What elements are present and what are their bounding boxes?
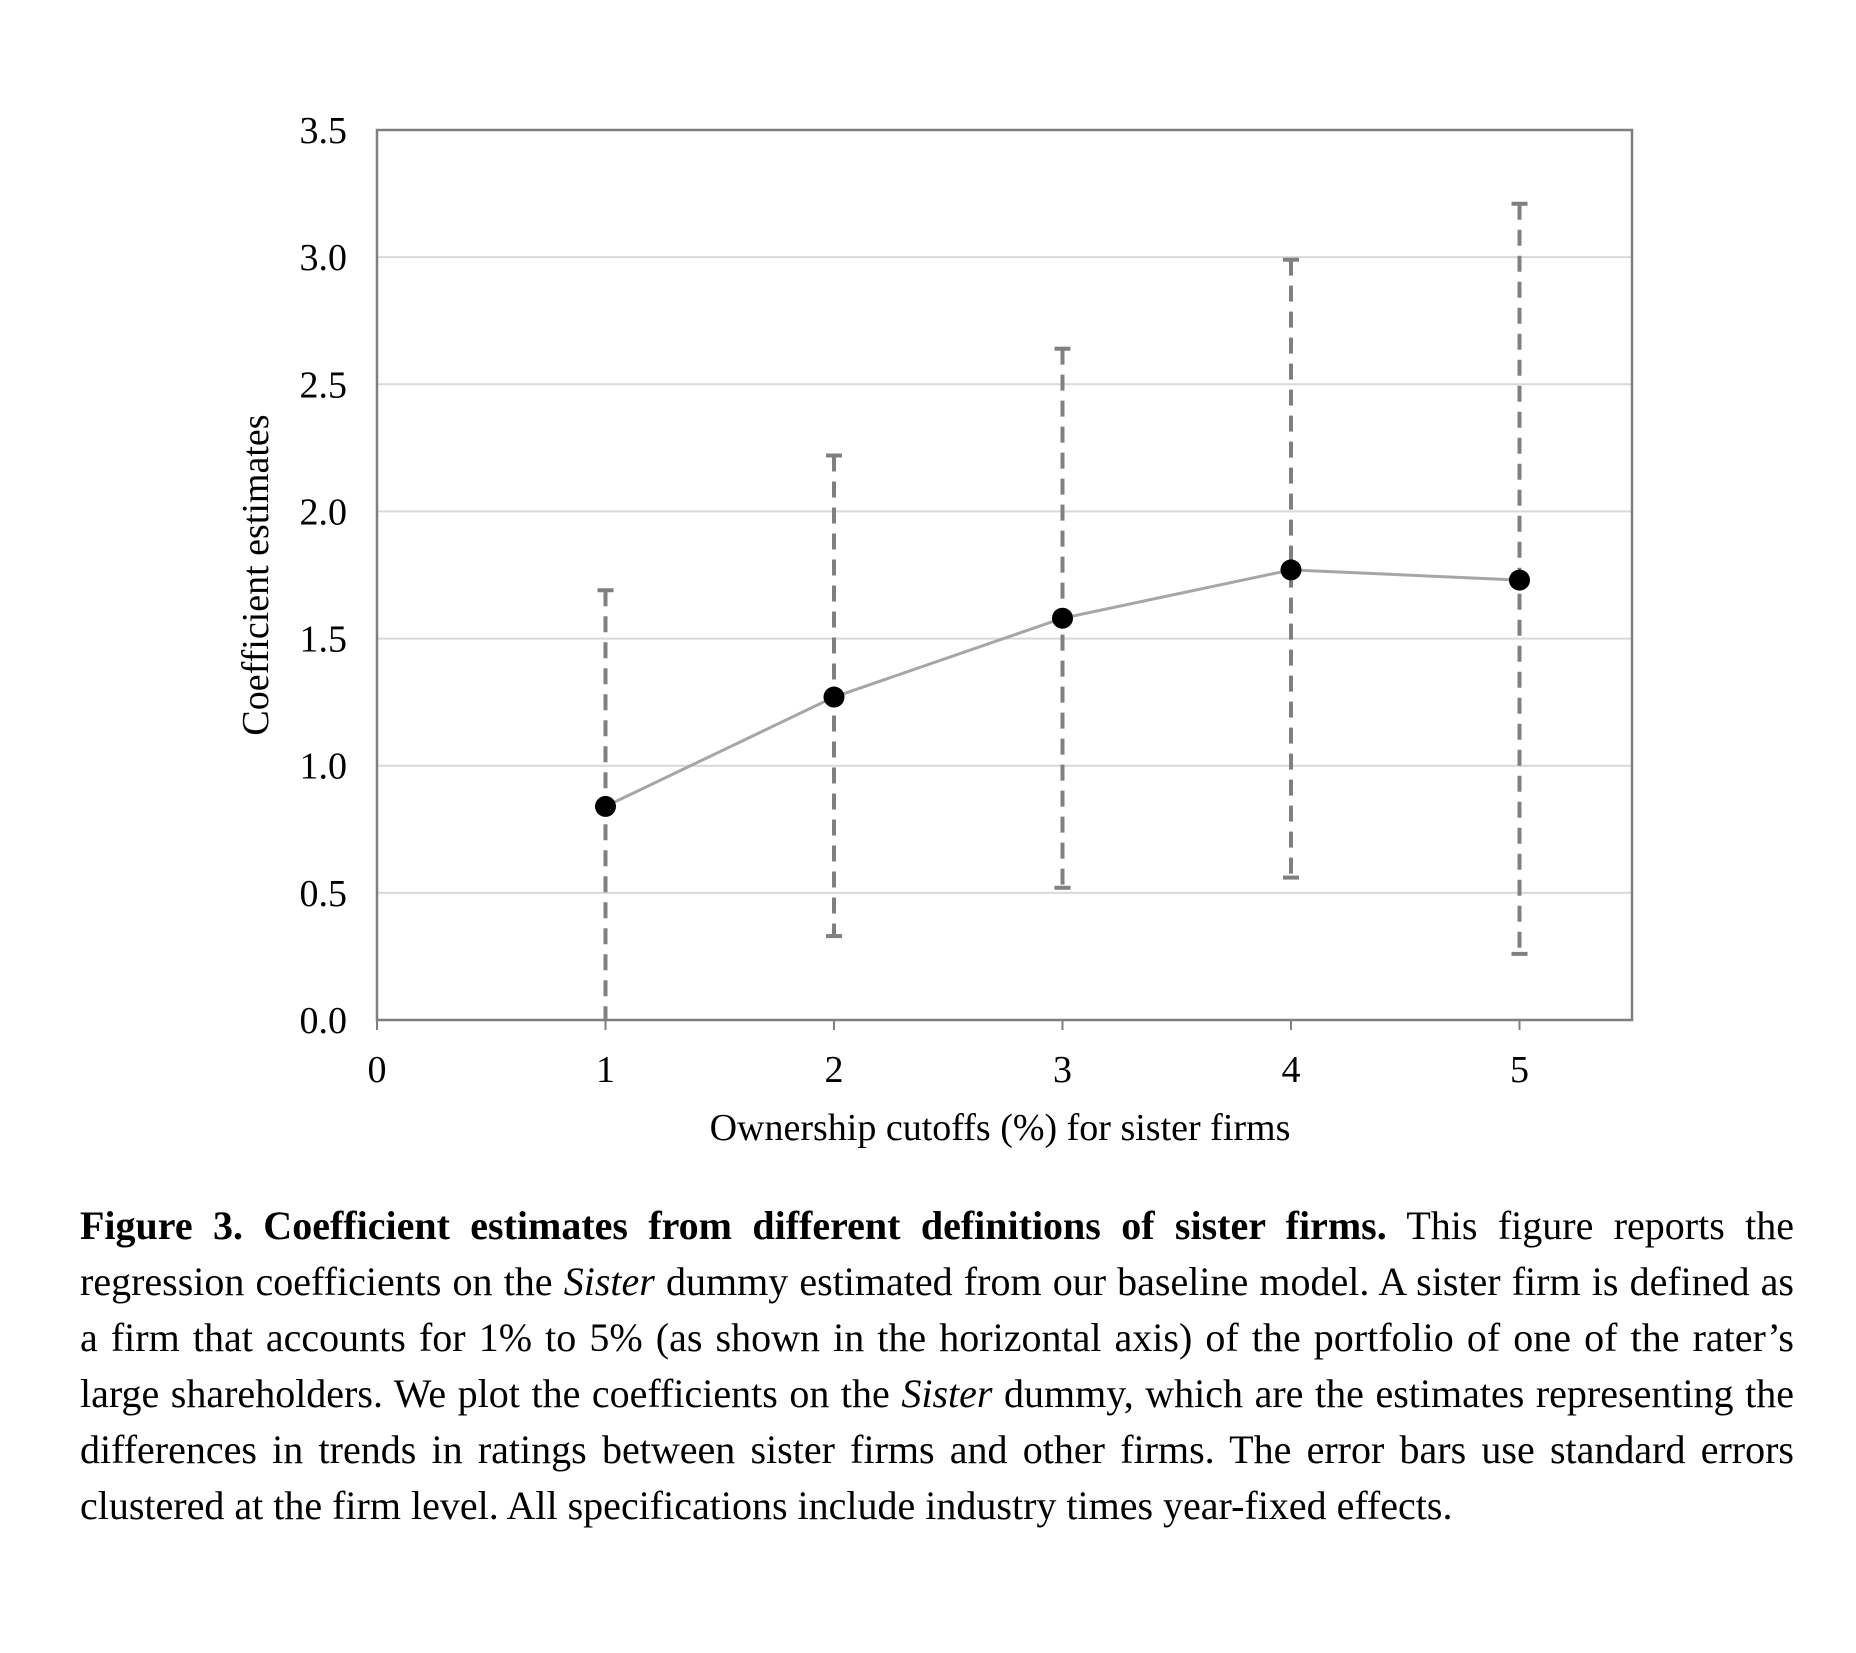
caption-title: Figure 3. Coefficient estimates from dif…	[80, 1203, 1387, 1248]
y-tick-label: 3.0	[300, 237, 348, 279]
y-axis-ticks: 0.0 0.5 1.0 1.5 2.0 2.5 3.0 3.5	[300, 110, 348, 1042]
x-tick-label: 0	[368, 1049, 387, 1091]
coefficient-chart: 0.0 0.5 1.0 1.5 2.0 2.5 3.0 3.5 0 1 2 3 4 5 Ownershi…	[235, 110, 1634, 1149]
data-point	[595, 795, 616, 817]
data-point	[1052, 607, 1073, 629]
y-tick-label: 0.5	[300, 873, 348, 915]
y-tick-label: 3.5	[300, 110, 348, 152]
x-axis-label: Ownership cutoffs (%) for sister firms	[710, 1107, 1291, 1149]
y-tick-label: 1.5	[300, 619, 348, 661]
data-point	[823, 686, 845, 708]
data-point	[1280, 559, 1302, 581]
y-tick-label: 0.0	[300, 1000, 348, 1042]
plot-frame	[375, 128, 1634, 1022]
caption-italic-sister-2: Sister	[901, 1371, 993, 1416]
caption-text-3: dummy, which are the estimates represent…	[80, 1371, 1794, 1528]
caption-text-2: dummy estimated from our baseline model.…	[80, 1259, 1794, 1416]
y-tick-label: 2.5	[300, 364, 348, 406]
x-axis-ticks: 0 1 2 3 4 5	[368, 1020, 1529, 1091]
x-tick-label: 2	[825, 1049, 844, 1091]
x-tick-label: 5	[1510, 1049, 1529, 1091]
data-points	[595, 559, 1530, 817]
figure-caption: Figure 3. Coefficient estimates from dif…	[80, 1198, 1794, 1534]
y-tick-label: 2.0	[300, 491, 348, 533]
x-tick-label: 3	[1053, 1049, 1072, 1091]
caption-text-1: This figure reports the regression coeff…	[80, 1203, 1795, 1304]
x-tick-label: 1	[596, 1049, 615, 1091]
caption-italic-sister-1: Sister	[563, 1259, 655, 1304]
y-tick-label: 1.0	[300, 746, 348, 788]
grid-lines	[377, 256, 1632, 894]
data-point	[1509, 569, 1530, 591]
y-axis-label: Coefficient estimates	[235, 414, 277, 735]
x-tick-label: 4	[1282, 1049, 1301, 1091]
